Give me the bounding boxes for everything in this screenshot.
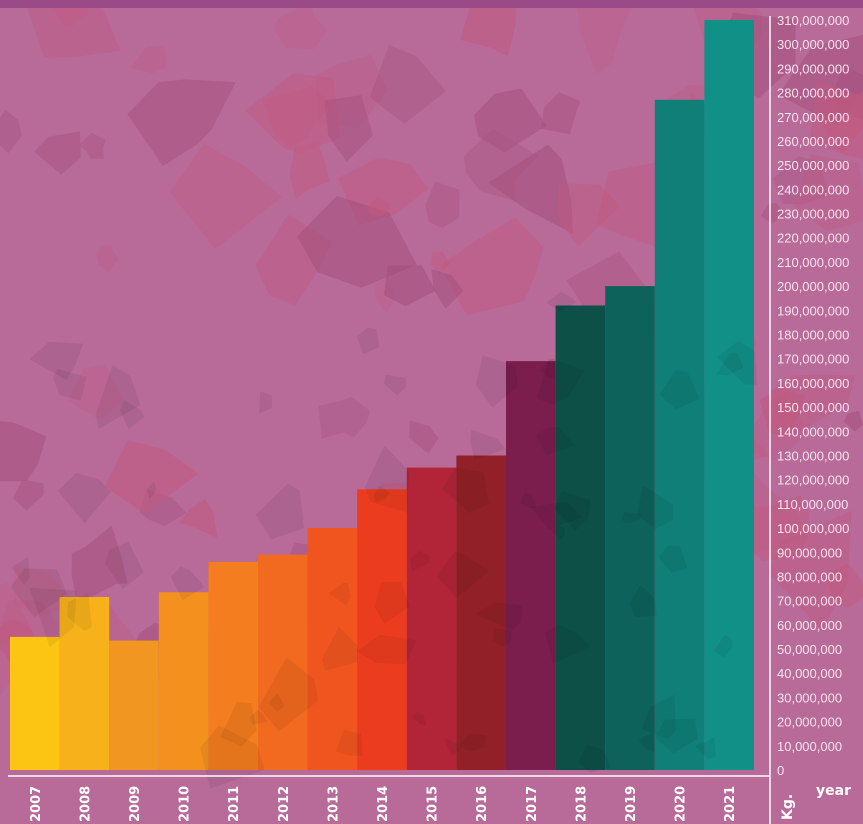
y-tick-label: 50,000,000	[777, 642, 842, 657]
y-tick-label: 0	[777, 763, 784, 778]
x-tick-label: 2017	[525, 786, 540, 822]
x-tick-label: 2010	[178, 786, 193, 822]
x-axis-title: year	[816, 783, 851, 799]
y-tick-label: 310,000,000	[777, 13, 849, 28]
y-tick-label: 120,000,000	[777, 473, 849, 488]
texture-shape	[471, 430, 506, 460]
texture-shape	[256, 484, 304, 540]
y-tick-label: 130,000,000	[777, 449, 849, 464]
y-tick-label: 190,000,000	[777, 303, 849, 318]
bar-2009	[109, 641, 159, 770]
y-tick-label: 160,000,000	[777, 376, 849, 391]
x-tick-label: 2008	[78, 786, 93, 822]
x-tick-label: 2014	[376, 786, 391, 822]
x-tick-labels: 2007 2008 2009 2010 2011 2012 2013 2014 2015 2016…	[29, 786, 738, 822]
bar-2014	[357, 489, 407, 770]
x-tick-label: 2019	[624, 786, 639, 822]
bar-2021	[704, 20, 754, 770]
x-tick-label: 2007	[29, 786, 44, 822]
y-tick-label: 10,000,000	[777, 739, 842, 754]
bar-2015	[407, 468, 457, 770]
y-tick-label: 240,000,000	[777, 182, 849, 197]
y-tick-label: 230,000,000	[777, 207, 849, 222]
y-tick-label: 150,000,000	[777, 400, 849, 415]
y-tick-label: 180,000,000	[777, 328, 849, 343]
y-tick-label: 270,000,000	[777, 110, 849, 125]
y-tick-label: 170,000,000	[777, 352, 849, 367]
y-tick-label: 40,000,000	[777, 666, 842, 681]
y-tick-label: 200,000,000	[777, 279, 849, 294]
y-tick-label: 90,000,000	[777, 545, 842, 560]
y-tick-label: 60,000,000	[777, 618, 842, 633]
texture-shape	[357, 327, 380, 354]
bar-2020	[655, 100, 705, 770]
x-tick-label: 2009	[128, 786, 143, 822]
bar-2007	[10, 637, 60, 770]
y-tick-label: 290,000,000	[777, 61, 849, 76]
texture-shape	[147, 482, 157, 499]
x-tick-label: 2016	[475, 786, 490, 822]
y-tick-label: 140,000,000	[777, 424, 849, 439]
y-tick-label: 280,000,000	[777, 86, 849, 101]
x-tick-label: 2012	[277, 786, 292, 822]
bar-2010	[159, 592, 209, 770]
y-axis-unit-label: Kg.	[780, 794, 796, 820]
y-tick-label: 260,000,000	[777, 134, 849, 149]
texture-shape	[58, 473, 111, 524]
y-tick-label: 250,000,000	[777, 158, 849, 173]
bar-2012	[258, 555, 308, 770]
bar-2017	[506, 361, 556, 770]
bar-2019	[605, 286, 655, 770]
x-tick-label: 2015	[426, 786, 441, 822]
y-tick-label: 30,000,000	[777, 690, 842, 705]
y-tick-label: 70,000,000	[777, 594, 842, 609]
texture-shape	[259, 391, 272, 413]
x-tick-label: 2021	[723, 786, 738, 822]
texture-shape	[105, 541, 144, 589]
x-tick-label: 2013	[326, 786, 341, 822]
y-tick-label: 100,000,000	[777, 521, 849, 536]
x-tick-label: 2020	[674, 786, 689, 822]
y-tick-label: 80,000,000	[777, 570, 842, 585]
y-tick-label: 110,000,000	[777, 497, 848, 512]
y-tick-label: 210,000,000	[777, 255, 849, 270]
y-tick-label: 20,000,000	[777, 715, 842, 730]
y-tick-label: 300,000,000	[777, 37, 849, 52]
x-tick-label: 2011	[227, 786, 242, 822]
y-tick-label: 220,000,000	[777, 231, 849, 246]
x-tick-label: 2018	[574, 786, 589, 822]
texture-shape	[384, 375, 406, 396]
y-tick-labels: 0 10,000,000 20,000,000 30,000,000 40,000,00…	[777, 13, 849, 778]
